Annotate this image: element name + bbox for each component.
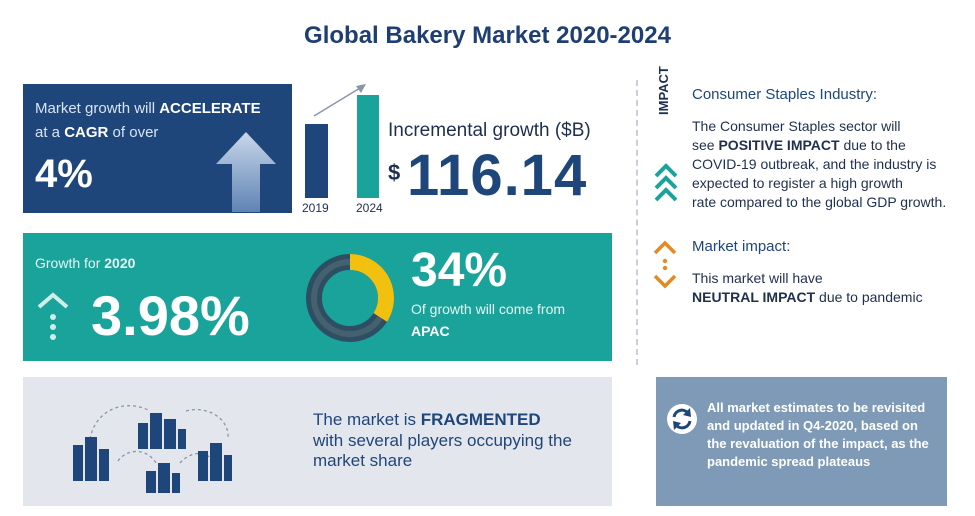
impact-vertical-label: IMPACT [656,66,671,115]
market-impact-text-2-post: due to pandemic [819,289,923,305]
growth-box: Growth for 2020 3.98% 34% Of growth will… [23,233,612,361]
cagr-line-2: at a CAGR of over [35,124,158,141]
consumer-staples-title: Consumer Staples Industry: [692,86,878,103]
fragmented-box: The market is FRAGMENTED with several pl… [23,377,612,506]
bar-2019 [305,124,328,198]
neutral-impact: NEUTRAL IMPACT [692,289,816,305]
consumer-text-2-post: due to the [843,137,906,153]
cagr-accelerate: ACCELERATE [159,100,261,117]
up-arrow-icon [216,132,276,212]
page-title: Global Bakery Market 2020-2024 [304,22,671,49]
cagr-value: 4% [35,152,93,196]
consumer-text-3: COVID-19 outbreak, and the industry is [692,156,937,172]
incremental-growth-value: 116.14 [407,143,588,208]
positive-impact: POSITIVE IMPACT [718,137,840,153]
donut-center [330,278,370,318]
apac-region: APAC [411,323,450,339]
consumer-text-1: The Consumer Staples sector will [692,118,901,134]
column-divider [636,80,638,365]
bar-label-2024: 2024 [356,201,383,215]
estimates-note-box: All market estimates to be revisited and… [656,377,947,506]
bar-label-2019: 2019 [302,201,329,215]
fragmented-line-2: with several players occupying the [313,431,572,450]
apac-share-donut [306,254,394,342]
cagr-box: Market growth will ACCELERATE at a CAGR … [23,84,292,213]
cagr-line-2-pre: at a [35,124,61,141]
cagr-line-1: Market growth will ACCELERATE [35,100,261,117]
currency-symbol: $ [388,160,401,185]
fragmented-line-3: market share [313,451,413,470]
consumer-text-5: rate compared to the global GDP growth. [692,194,947,210]
consumer-text-2-pre: see [692,137,715,153]
consumer-text-4: expected to register a high growth [692,175,903,191]
cagr-label: CAGR [64,124,109,141]
fragmented-strong: FRAGMENTED [420,410,541,429]
growth-label: Growth for 2020 [35,255,135,271]
growth-year: 2020 [104,255,136,271]
consumer-text-2: see POSITIVE IMPACT due to the [692,137,906,153]
apac-share-text: Of growth will come from [411,301,566,317]
buildings-network-icon [73,405,232,493]
fragmented-line-1: The market is FRAGMENTED [313,410,541,430]
growth-up-icon [37,292,69,340]
neutral-arrows-icon [653,240,677,289]
refresh-icon [667,404,697,434]
bar-2024 [357,95,379,198]
donut-apac-segment [306,254,394,342]
cagr-line-2-post: of over [112,124,159,141]
apac-share-value: 34% [411,244,508,297]
estimates-note-text: All market estimates to be revisited and… [707,400,929,469]
growth-trend-arrow-icon [313,84,366,117]
market-impact-title: Market impact: [692,238,791,255]
market-impact-text-2: NEUTRAL IMPACT due to pandemic [692,289,923,305]
growth-value: 3.98% [91,284,250,347]
growth-label-pre: Growth for [35,255,101,271]
chevrons-up-icon [654,163,678,202]
cagr-line-1-pre: Market growth will [35,100,156,117]
market-impact-text-1: This market will have [692,270,823,286]
incremental-growth-label: Incremental growth ($B) [388,120,591,141]
fragmented-line-1-pre: The market is [313,410,416,429]
